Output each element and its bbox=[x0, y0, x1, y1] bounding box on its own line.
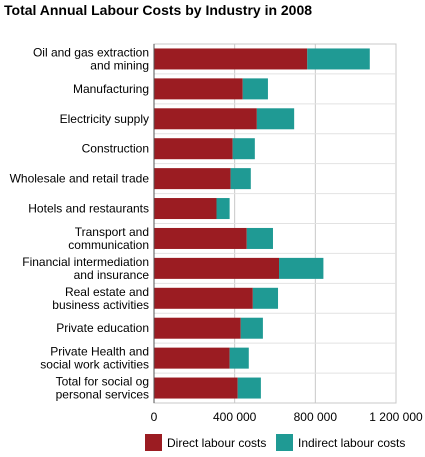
bar-indirect bbox=[232, 138, 255, 160]
bar-direct bbox=[154, 108, 257, 130]
category-label: Real estate and business activities bbox=[52, 285, 149, 312]
bar-direct bbox=[154, 287, 253, 309]
bar-direct bbox=[154, 78, 243, 100]
grid bbox=[153, 43, 397, 404]
x-tick-label: 800 000 bbox=[294, 410, 338, 424]
legend-item-direct: Direct labour costs bbox=[167, 436, 266, 450]
bar-direct bbox=[154, 48, 308, 70]
category-label: Electricity supply bbox=[60, 112, 149, 126]
bar-indirect bbox=[237, 377, 261, 399]
bar-direct bbox=[154, 227, 247, 249]
legend: Direct labour costs Indirect labour costs bbox=[145, 434, 405, 451]
category-labels: Oil and gas extraction and mining Manufact… bbox=[10, 45, 150, 401]
category-label: Construction bbox=[82, 142, 149, 156]
bar-direct bbox=[154, 198, 217, 220]
bar-indirect bbox=[246, 227, 273, 249]
bar-direct bbox=[154, 347, 230, 369]
bar-indirect bbox=[307, 48, 370, 70]
bar-indirect bbox=[229, 347, 249, 369]
bar-indirect bbox=[279, 257, 324, 279]
legend-item-indirect: Indirect labour costs bbox=[298, 436, 405, 450]
bar-indirect bbox=[240, 317, 263, 339]
x-tick-label: 0 bbox=[151, 410, 158, 424]
category-label: Oil and gas extraction and mining bbox=[33, 45, 149, 72]
category-label: Hotels and restaurants bbox=[28, 202, 149, 216]
category-label: Private education bbox=[56, 321, 149, 335]
category-label: Financial intermediation and insurance bbox=[22, 255, 149, 282]
bar-indirect bbox=[256, 108, 295, 130]
category-label: Total for social og personal services bbox=[56, 375, 149, 402]
legend-swatch bbox=[276, 434, 293, 451]
bars bbox=[154, 48, 370, 399]
bar-indirect bbox=[230, 168, 251, 190]
bar-direct bbox=[154, 138, 233, 160]
x-tick-labels: 0 400 000 800 000 1 200 000 bbox=[151, 410, 423, 424]
bar-indirect bbox=[252, 287, 279, 309]
category-label: Wholesale and retail trade bbox=[10, 172, 150, 186]
x-tick-label: 400 000 bbox=[213, 410, 257, 424]
bar-direct bbox=[154, 257, 280, 279]
legend-swatch bbox=[145, 434, 162, 451]
category-label: Manufacturing bbox=[73, 82, 149, 96]
category-label: Transport and communication bbox=[68, 225, 149, 252]
chart-title: Total Annual Labour Costs by Industry in… bbox=[4, 2, 313, 18]
category-label: Private Health and social work activities bbox=[40, 345, 149, 372]
bar-direct bbox=[154, 168, 231, 190]
bar-direct bbox=[154, 377, 238, 399]
x-tick-label: 1 200 000 bbox=[369, 410, 423, 424]
bar-direct bbox=[154, 317, 241, 339]
bar-indirect bbox=[216, 198, 230, 220]
bar-indirect bbox=[242, 78, 268, 100]
